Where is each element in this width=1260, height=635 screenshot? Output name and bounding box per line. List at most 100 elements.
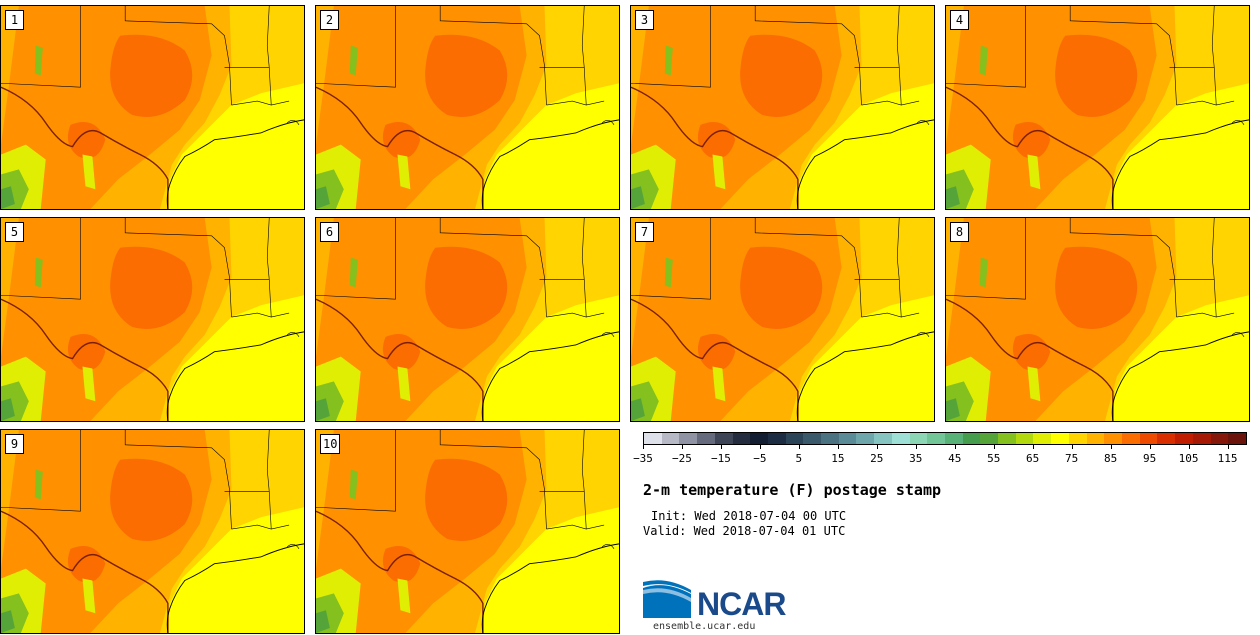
colorbar-swatch bbox=[1210, 433, 1229, 444]
colorbar-swatch bbox=[785, 433, 804, 444]
ncar-logo-text: NCAR bbox=[697, 586, 786, 622]
colorbar-tick-mark bbox=[643, 445, 644, 449]
colorbar-tick-mark bbox=[915, 445, 917, 449]
colorbar-tick-label: 85 bbox=[1103, 452, 1118, 465]
colorbar-swatch bbox=[661, 433, 680, 444]
colorbar-tick-mark bbox=[993, 445, 995, 449]
member-panel: 3 bbox=[630, 5, 935, 210]
temperature-map bbox=[1, 6, 304, 209]
colorbar-swatch bbox=[1175, 433, 1193, 444]
colorbar-tick-label: 105 bbox=[1178, 452, 1199, 465]
colorbar-tick-label: 45 bbox=[948, 452, 962, 465]
colorbar-swatch bbox=[750, 433, 768, 444]
member-panel: 10 bbox=[315, 429, 620, 634]
member-panel: 9 bbox=[0, 429, 305, 634]
temperature-map bbox=[1, 218, 304, 421]
member-number-label: 10 bbox=[320, 434, 341, 454]
colorbar-tick-mark bbox=[681, 445, 683, 449]
temperature-map bbox=[316, 6, 619, 209]
colorbar-swatch bbox=[767, 433, 786, 444]
colorbar-tick-label: −15 bbox=[710, 452, 731, 465]
colorbar-tick-mark bbox=[798, 445, 800, 449]
temperature-map bbox=[316, 430, 619, 633]
colorbar-tick-label: −25 bbox=[672, 452, 692, 465]
colorbar-swatch bbox=[909, 433, 928, 444]
member-panel: 1 bbox=[0, 5, 305, 210]
colorbar-tick-label: −35 bbox=[633, 452, 653, 465]
temperature-map bbox=[1, 430, 304, 633]
colorbar-swatch bbox=[944, 433, 963, 444]
init-time: Init: Wed 2018-07-04 00 UTC bbox=[651, 509, 847, 523]
colorbar-tick-mark bbox=[720, 445, 722, 449]
colorbar-swatch bbox=[962, 433, 981, 444]
colorbar-swatch bbox=[1121, 433, 1140, 444]
member-panel: 7 bbox=[630, 217, 935, 422]
member-number-label: 7 bbox=[635, 222, 654, 242]
colorbar-tick-mark bbox=[1227, 445, 1229, 449]
temperature-map bbox=[631, 6, 934, 209]
colorbar-tick-label: 25 bbox=[870, 452, 884, 465]
colorbar-tick-mark bbox=[1188, 445, 1190, 449]
colorbar-swatch bbox=[980, 433, 999, 444]
temperature-map bbox=[316, 218, 619, 421]
colorbar-swatch bbox=[1051, 433, 1069, 444]
colorbar-tick-mark bbox=[1032, 445, 1034, 449]
colorbar-tick-mark bbox=[876, 445, 878, 449]
valid-time: Valid: Wed 2018-07-04 01 UTC bbox=[643, 524, 846, 538]
member-number-label: 4 bbox=[950, 10, 969, 30]
colorbar-swatch bbox=[803, 433, 822, 444]
colorbar-swatch bbox=[679, 433, 698, 444]
colorbar-swatch bbox=[714, 433, 733, 444]
colorbar-swatch bbox=[697, 433, 715, 444]
ncar-logo-icon bbox=[643, 580, 691, 618]
colorbar-swatch bbox=[732, 433, 751, 444]
member-number-label: 8 bbox=[950, 222, 969, 242]
colorbar-tick-mark bbox=[1110, 445, 1112, 449]
colorbar-tick-label: 75 bbox=[1065, 452, 1079, 465]
colorbar-swatch bbox=[644, 433, 662, 444]
colorbar-swatch bbox=[891, 433, 910, 444]
colorbar-ticks: −35 −25 −15 −5 5 15 25 35 45 55 65 75 85 95 105 115 bbox=[633, 445, 1247, 467]
member-panel: 2 bbox=[315, 5, 620, 210]
colorbar-swatch bbox=[1139, 433, 1158, 444]
colorbar-swatch bbox=[821, 433, 839, 444]
colorbar-swatch bbox=[856, 433, 875, 444]
member-number-label: 2 bbox=[320, 10, 339, 30]
colorbar-tick-label: 55 bbox=[987, 452, 1001, 465]
temperature-map bbox=[946, 6, 1249, 209]
member-panel: 8 bbox=[945, 217, 1250, 422]
temperature-map bbox=[946, 218, 1249, 421]
colorbar-swatch bbox=[998, 433, 1016, 444]
colorbar-swatch bbox=[1086, 433, 1105, 444]
colorbar-tick-label: 35 bbox=[909, 452, 923, 465]
member-number-label: 3 bbox=[635, 10, 654, 30]
colorbar-swatch bbox=[1033, 433, 1052, 444]
temperature-colorbar bbox=[643, 432, 1247, 445]
colorbar-tick-label: 95 bbox=[1142, 452, 1157, 465]
figure-title: 2-m temperature (F) postage stamp bbox=[643, 481, 942, 499]
colorbar-swatch bbox=[1104, 433, 1122, 444]
colorbar-swatch bbox=[1157, 433, 1176, 444]
colorbar-swatch bbox=[1228, 433, 1246, 444]
colorbar-swatch bbox=[874, 433, 892, 444]
colorbar-tick-mark bbox=[954, 445, 956, 449]
colorbar-swatch bbox=[1068, 433, 1087, 444]
member-panel: 4 bbox=[945, 5, 1250, 210]
colorbar-tick-label: 115 bbox=[1217, 452, 1238, 465]
member-number-label: 6 bbox=[320, 222, 339, 242]
colorbar-tick-mark bbox=[1149, 445, 1151, 449]
member-number-label: 1 bbox=[5, 10, 24, 30]
colorbar-tick-label: 15 bbox=[831, 452, 845, 465]
member-panel: 5 bbox=[0, 217, 305, 422]
colorbar-tick-label: 65 bbox=[1026, 452, 1040, 465]
colorbar-tick-mark bbox=[1071, 445, 1073, 449]
colorbar-tick-label: 5 bbox=[795, 452, 803, 465]
ensemble-url: ensemble.ucar.edu bbox=[653, 621, 756, 632]
member-number-label: 5 bbox=[5, 222, 24, 242]
colorbar-swatch bbox=[1015, 433, 1034, 444]
colorbar-swatch bbox=[838, 433, 857, 444]
colorbar-tick-mark bbox=[759, 445, 761, 449]
temperature-map bbox=[631, 218, 934, 421]
colorbar-swatch bbox=[927, 433, 945, 444]
member-panel: 6 bbox=[315, 217, 620, 422]
